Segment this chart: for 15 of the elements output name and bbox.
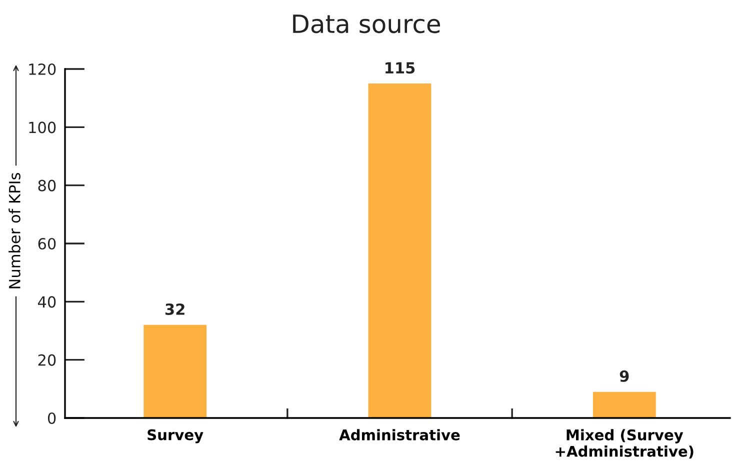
chart-title: Data source — [293, 14, 440, 34]
x-tick-label: Survey — [148, 429, 204, 444]
data-label: 9 — [620, 370, 629, 382]
x-tick-label: Mixed (Survey +Administrative) — [556, 429, 694, 459]
y-tick-label: 100 — [29, 122, 56, 134]
y-tick-label: 20 — [38, 354, 56, 366]
y-tick-label: 80 — [38, 180, 56, 192]
y-tick-label: 60 — [38, 238, 56, 250]
data-label: 115 — [386, 62, 415, 74]
data-label: 32 — [165, 303, 184, 316]
y-axis-title: Number of KPIs — [8, 172, 20, 288]
y-tick-label: 40 — [38, 296, 56, 308]
y-tick-label: 120 — [29, 63, 56, 76]
y-tick-label: 0 — [48, 412, 56, 424]
x-tick-label: Administrative — [339, 429, 460, 440]
